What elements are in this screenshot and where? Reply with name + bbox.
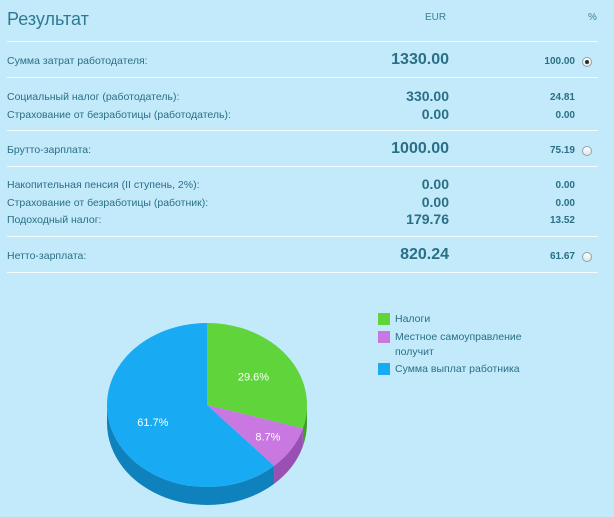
- pie-slice-local-government-side: [274, 428, 303, 484]
- legend-label: Местное самоуправление получит: [395, 331, 522, 358]
- legend-swatch: [378, 331, 390, 343]
- row-eur-value: 0.00: [421, 106, 449, 122]
- row-percent-value: 24.81: [549, 92, 575, 103]
- row-eur-value: 330.00: [406, 88, 449, 104]
- row-label: Нетто-зарплата:: [7, 250, 87, 262]
- row-eur-value: 179.76: [406, 211, 449, 227]
- radio-employer-cost[interactable]: [582, 57, 592, 67]
- pie-slice-employee-payments-side: [107, 405, 275, 505]
- radio-net-salary[interactable]: [582, 252, 592, 262]
- row-percent-value: 100.00: [544, 56, 575, 67]
- row-percent-value: 13.52: [549, 215, 575, 226]
- divider: [7, 272, 598, 273]
- row-eur-value: 0.00: [421, 194, 449, 210]
- percent-column-header: %: [588, 12, 597, 23]
- pie-slice-taxes-side: [302, 405, 307, 447]
- row-label: Социальный налог (работодатель):: [7, 91, 180, 103]
- legend-swatch: [378, 313, 390, 325]
- row-label: Подоходный налог:: [7, 214, 102, 226]
- row-eur-value: 1330.00: [391, 51, 449, 68]
- legend-label: Сумма выплат работника: [395, 363, 520, 375]
- pie-slice-employee-payments: [106, 323, 275, 487]
- divider: [7, 236, 598, 237]
- row-label: Страхование от безработицы (работник):: [7, 197, 209, 209]
- divider: [7, 41, 598, 42]
- row-label: Брутто-зарплата:: [7, 144, 92, 156]
- row-eur-value: 820.24: [400, 246, 449, 263]
- divider: [7, 77, 598, 78]
- row-percent-value: 0.00: [555, 198, 575, 209]
- radio-gross-salary[interactable]: [582, 146, 592, 156]
- row-percent-value: 61.67: [549, 251, 575, 262]
- row-label: Накопительная пенсия (II ступень, 2%):: [7, 179, 200, 191]
- row-eur-value: 0.00: [421, 176, 449, 192]
- pie-slice-taxes: [207, 323, 307, 429]
- row-percent-value: 75.19: [549, 145, 575, 156]
- legend-swatch: [378, 363, 390, 375]
- row-label: Сумма затрат работодателя:: [7, 55, 148, 67]
- pie-data-label: 29.6%: [238, 372, 269, 384]
- pie-data-label: 8.7%: [255, 431, 280, 443]
- row-percent-value: 0.00: [555, 110, 575, 121]
- results-title: Результат: [7, 9, 89, 29]
- legend-label: Налоги: [395, 313, 431, 325]
- row-percent-value: 0.00: [555, 180, 575, 191]
- eur-column-header: EUR: [425, 12, 447, 23]
- divider: [7, 130, 598, 131]
- pie-data-label: 61.7%: [137, 417, 168, 429]
- row-label: Страхование от безработицы (работодатель…: [7, 109, 231, 121]
- row-eur-value: 1000.00: [391, 140, 449, 157]
- pie-slice-local-government: [207, 405, 303, 466]
- divider: [7, 166, 598, 167]
